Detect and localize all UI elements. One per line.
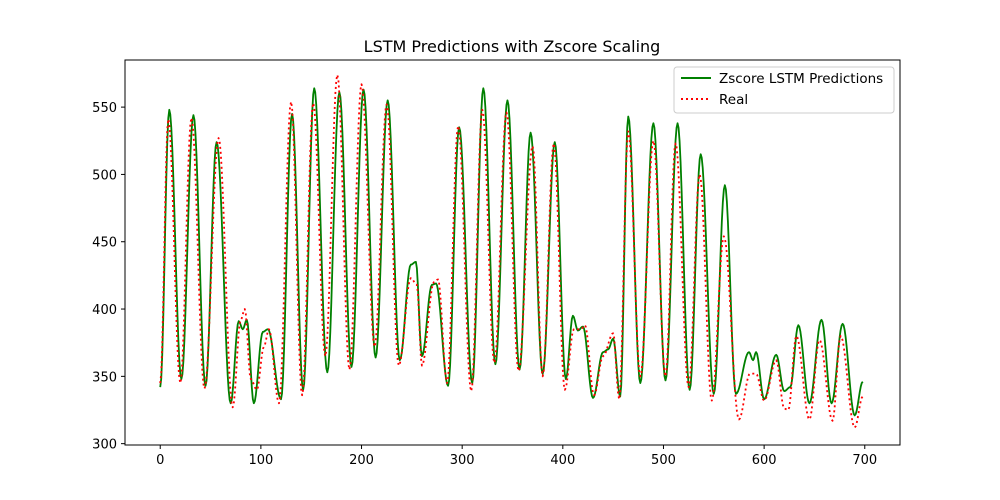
x-tick-label: 500	[651, 453, 676, 468]
x-tick-label: 200	[349, 453, 374, 468]
legend-label-real: Real	[719, 92, 748, 108]
y-tick-label: 350	[92, 370, 117, 385]
legend: Zscore LSTM Predictions Real	[673, 66, 895, 114]
legend-box	[673, 66, 895, 114]
x-tick-label: 300	[450, 453, 475, 468]
x-tick-label: 400	[550, 453, 575, 468]
real-series-line	[159, 73, 864, 429]
axes-frame	[124, 59, 901, 446]
y-tick-label: 500	[92, 168, 117, 183]
legend-label-predictions: Zscore LSTM Predictions	[719, 71, 883, 87]
x-axis: 0 100 200 300 400 500 600 700	[156, 445, 877, 468]
x-tick-label: 0	[156, 453, 164, 468]
y-tick-label: 300	[92, 438, 117, 453]
y-tick-label: 450	[92, 236, 117, 251]
predictions-series-line	[159, 87, 864, 417]
y-tick-label: 400	[92, 303, 117, 318]
y-tick-label: 550	[92, 101, 117, 116]
chart-title: LSTM Predictions with Zscore Scaling	[364, 37, 661, 56]
x-tick-label: 700	[852, 453, 877, 468]
x-tick-label: 600	[752, 453, 777, 468]
series-layer	[159, 73, 864, 429]
plot-area	[124, 59, 901, 446]
y-axis: 300 350 400 450 500 550	[92, 101, 125, 453]
x-tick-label: 100	[248, 453, 273, 468]
